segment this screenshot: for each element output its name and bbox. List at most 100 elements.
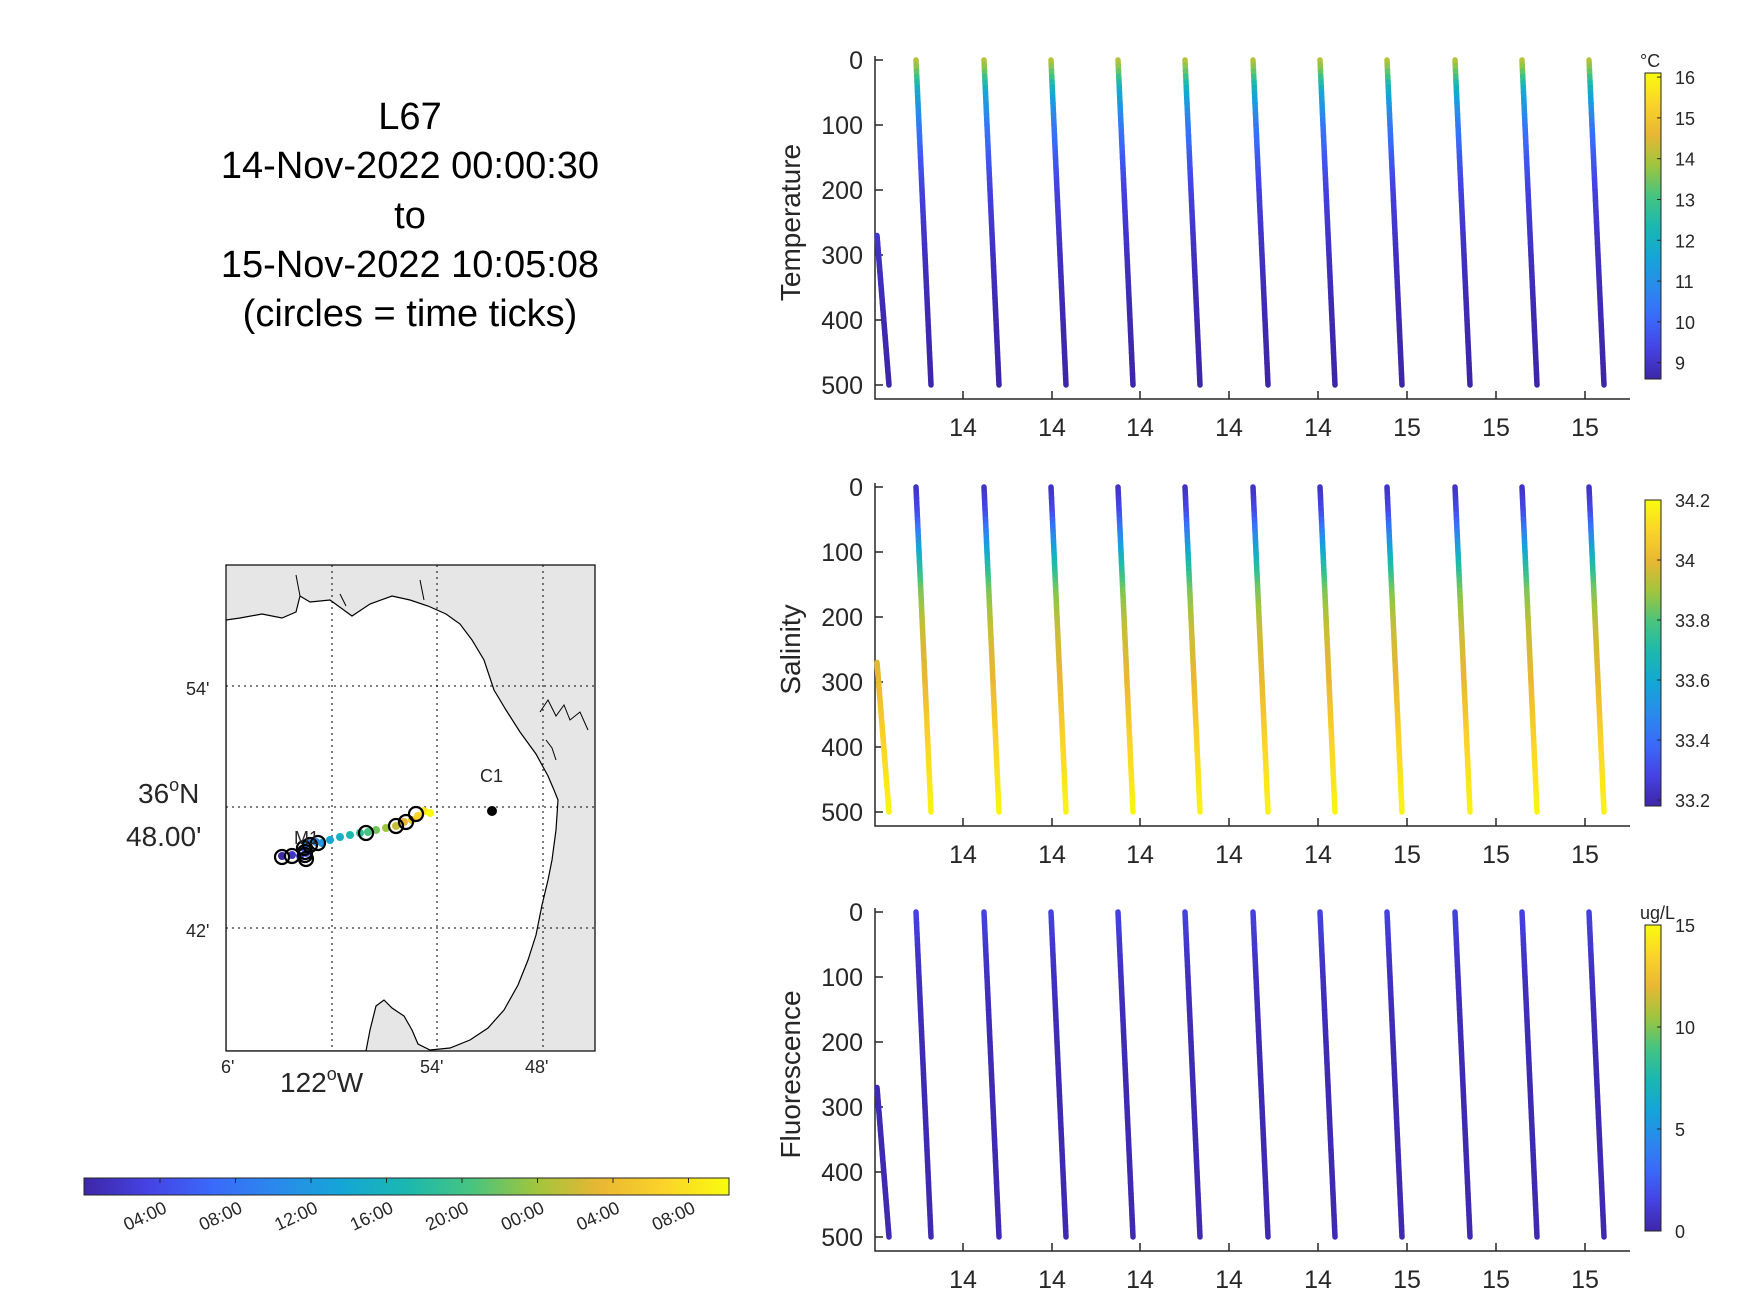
profile-partial [874,232,892,388]
profile-11 [1586,484,1607,815]
x-tick-label: 14 [1215,841,1243,869]
y-tick-label: 0 [849,47,863,75]
track-map: C1 M1 54' 36oN 48.00' 42' 6' 122oW 54' 4… [126,564,596,1098]
x-tick-label: 14 [949,1266,977,1294]
map-ocean [226,595,559,1051]
y-axis-label: Fluorescence [775,990,806,1158]
profile-2 [981,57,1002,388]
profile-2 [981,484,1002,815]
profile-5 [1182,909,1203,1240]
station-c1-label: C1 [480,766,503,786]
station-m1-label: M1 [294,828,319,848]
colorbar-tick-label: 15 [1675,916,1695,936]
panel-colorbar [1644,499,1662,807]
time-colorbar-tick-label: 04:00 [120,1197,169,1234]
title-line-2: 14-Nov-2022 00:00:30 [221,145,599,187]
profile-4 [1115,484,1136,815]
colorbar-tick-label: 16 [1675,68,1695,88]
track-point [392,822,400,830]
colorbar-unit-label: °C [1640,51,1660,71]
x-tick-label: 15 [1393,1266,1421,1294]
panel-salinity: 0 100 200 300 400 500 14 14 14 14 14 15 15 15 Salinity… [775,474,1710,869]
colorbar-tick-label: 34.2 [1675,491,1710,511]
time-colorbar-tick-label: 12:00 [271,1197,320,1234]
track-point [326,836,334,844]
time-colorbar-tick-label: 08:00 [649,1197,698,1234]
title-line-3: to [394,195,426,237]
station-c1-marker [487,806,497,816]
time-colorbar-tick-label: 00:00 [498,1197,547,1234]
profile-3 [1048,909,1069,1240]
colorbar-tick-label: 10 [1675,1018,1695,1038]
colorbar-tick-label: 12 [1675,231,1695,251]
profile-partial [874,659,892,815]
map-lat-deg-label: 36oN [138,775,199,809]
x-tick-label: 15 [1393,414,1421,442]
y-tick-label: 400 [821,307,863,335]
x-tick-label: 14 [1038,1266,1066,1294]
track-point [414,812,422,820]
profile-9 [1452,484,1473,815]
time-colorbar-tick-label: 04:00 [573,1197,622,1234]
colorbar-unit-label: ug/L [1640,903,1675,923]
panel-axes [874,483,1630,827]
y-tick-label: 500 [821,1224,863,1252]
profile-11 [1586,909,1607,1240]
time-tick-circle [301,836,319,854]
time-tick-circle [273,848,291,866]
profile-5 [1182,484,1203,815]
track-point [364,828,372,836]
glider-track [273,805,434,868]
y-tick-label: 300 [821,669,863,697]
panel-axes [874,56,1630,400]
profile-8 [1384,909,1405,1240]
y-tick-label: 500 [821,799,863,827]
title-line-5: (circles = time ticks) [243,293,578,335]
x-tick-label: 14 [1038,414,1066,442]
colorbar-tick-label: 33.6 [1675,671,1710,691]
x-tick-label: 15 [1393,841,1421,869]
map-lat-deg-value: 36 [138,778,169,809]
x-tick-label: 14 [1215,414,1243,442]
profile-3 [1048,57,1069,388]
colorbar-tick-label: 34 [1675,551,1695,571]
colorbar-tick-label: 33.8 [1675,611,1710,631]
y-tick-label: 400 [821,734,863,762]
map-coast-detail [295,574,589,761]
x-tick-label: 14 [1304,414,1332,442]
x-tick-label: 14 [1304,841,1332,869]
y-tick-label: 100 [821,112,863,140]
profile-9 [1452,57,1473,388]
y-tick-label: 300 [821,1094,863,1122]
x-tick-label: 15 [1571,1266,1599,1294]
profile-6 [1250,484,1271,815]
figure-title: L67 14-Nov-2022 00:00:30 to 15-Nov-2022 … [221,96,599,335]
map-lat-48-label: 48.00' [126,821,201,852]
profile-3 [1048,484,1069,815]
time-tick-circle [357,824,375,842]
profile-2 [981,909,1002,1240]
profile-8 [1384,484,1405,815]
map-lon-48-label: 48' [525,1057,548,1077]
profile-10 [1519,909,1540,1240]
map-lat-54-label: 54' [186,679,209,699]
map-lon-deg-dir: W [337,1067,364,1098]
colorbar-tick-label: 15 [1675,109,1695,129]
track-point [426,809,434,817]
y-tick-label: 0 [849,474,863,502]
x-tick-label: 14 [1215,1266,1243,1294]
track-point [278,852,286,860]
y-tick-label: 0 [849,899,863,927]
title-line-4: 15-Nov-2022 10:05:08 [221,244,599,286]
time-tick-circle [397,813,415,831]
x-tick-label: 14 [949,841,977,869]
profile-1 [913,484,934,815]
profile-11 [1586,57,1607,388]
panel-colorbar [1644,72,1662,380]
colorbar-tick-label: 0 [1675,1222,1685,1242]
time-colorbar-gradient [83,1177,730,1196]
profile-partial [874,1084,892,1240]
x-tick-label: 15 [1571,414,1599,442]
panel-colorbar [1644,924,1662,1232]
